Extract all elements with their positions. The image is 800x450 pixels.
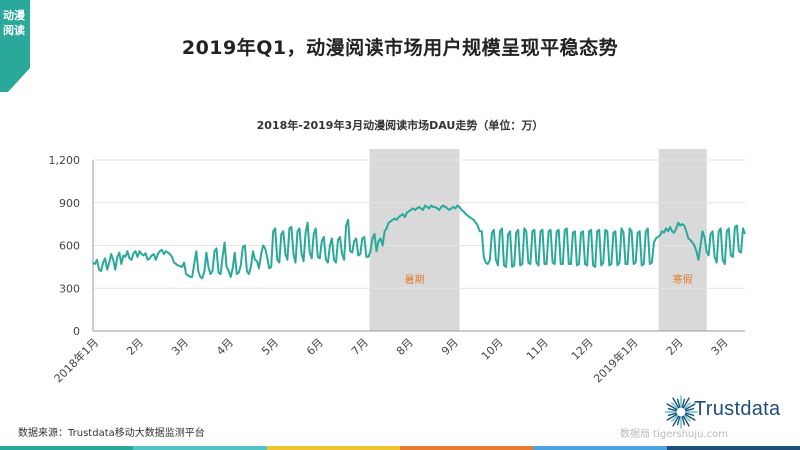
chart-title: 2018年-2019年3月动漫阅读市场DAU走势（单位：万） (256, 119, 544, 132)
footer-bar-segment (666, 446, 800, 450)
corner-tag-shape (0, 0, 30, 92)
x-tick-label: 4月 (214, 336, 236, 358)
corner-tag: 动漫阅读 (0, 0, 30, 92)
y-tick-label: 900 (59, 197, 80, 210)
footer-bar-segment (399, 446, 534, 450)
brand-name: Trustdata (694, 398, 781, 420)
footer-color-bar (0, 446, 800, 450)
x-tick-label: 5月 (259, 336, 281, 358)
x-tick-label: 11月 (524, 336, 551, 363)
x-tick-label: 6月 (304, 336, 326, 358)
x-tick-label: 10月 (479, 336, 506, 363)
footer-bar-segment (266, 446, 400, 450)
y-tick-label: 600 (59, 240, 80, 253)
watermark-text: 数据局 tigershuju.com (620, 429, 729, 440)
x-tick-label: 9月 (439, 336, 461, 358)
trustdata-logo: Trustdata (665, 392, 795, 432)
footer-bar-segment (0, 446, 134, 450)
y-tick-label: 0 (73, 325, 80, 338)
shaded-region-label: 寒假 (673, 273, 693, 286)
data-source-note: 数据来源：Trustdata移动大数据监测平台 (18, 428, 205, 439)
x-tick-label: 3月 (169, 336, 191, 358)
shaded-region-label: 暑期 (405, 274, 425, 286)
x-tick-label: 2019年1月 (591, 335, 641, 385)
x-tick-label: 12月 (569, 336, 596, 363)
x-tick-label: 2月 (124, 336, 146, 358)
corner-tag-text: 动漫阅读 (3, 9, 25, 37)
x-tick-label: 3月 (709, 336, 731, 358)
y-tick-label: 300 (59, 282, 80, 295)
x-tick-label: 8月 (394, 336, 416, 358)
dau-series-line (92, 204, 746, 280)
x-tick-label: 2018年1月 (51, 335, 101, 385)
x-tick-label: 7月 (349, 336, 371, 358)
shaded-region-2 (658, 149, 707, 331)
footer-bar-segment (533, 446, 667, 450)
y-tick-label: 1,200 (49, 154, 81, 167)
x-tick-label: 2月 (664, 336, 686, 358)
page-title: 2019年Q1，动漫阅读市场用户规模呈现平稳态势 (181, 37, 619, 59)
footer-bar-segment (133, 446, 267, 450)
sunburst-icon (665, 395, 698, 429)
shaded-region-1 (369, 149, 460, 331)
